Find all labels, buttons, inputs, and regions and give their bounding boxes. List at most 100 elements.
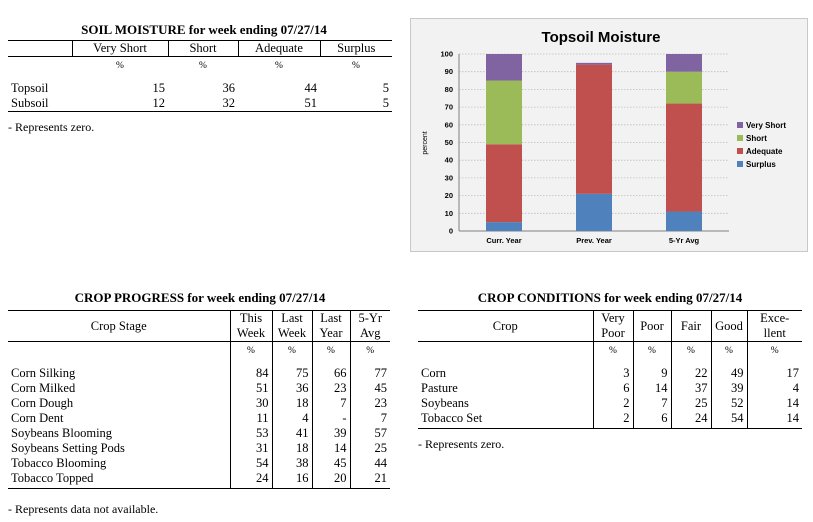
legend-label: Very Short bbox=[746, 121, 786, 130]
table-row: Pasture 6 14 37 39 4 bbox=[418, 381, 802, 396]
unit-label: % bbox=[230, 341, 273, 366]
cell-value: 4 bbox=[792, 381, 799, 395]
cell-value: 51 bbox=[304, 96, 318, 110]
cell-value: 32 bbox=[222, 96, 236, 110]
table-row: Topsoil 15 36 44 5 bbox=[8, 81, 392, 96]
progress-header: Last Year bbox=[312, 310, 351, 342]
cell-value: 45 bbox=[312, 456, 351, 471]
y-tick-label: 20 bbox=[445, 191, 453, 200]
cell-value: 57 bbox=[374, 426, 388, 440]
condition-header: Good bbox=[711, 310, 748, 342]
cell-value: 54 bbox=[711, 411, 748, 429]
cell-value: 49 bbox=[711, 366, 748, 381]
cell-value: 2 bbox=[593, 396, 634, 411]
cell-value: 14 bbox=[633, 381, 672, 396]
cell-value: 53 bbox=[230, 426, 273, 441]
cell-value: 18 bbox=[272, 441, 313, 456]
crop-conditions-table: Crop Very Poor Poor Fair Good Exce-llent … bbox=[418, 310, 802, 429]
y-tick-label: 100 bbox=[440, 50, 453, 59]
soil-note: - Represents zero. bbox=[8, 120, 95, 134]
table-row: Soybeans 2 7 25 52 14 bbox=[418, 396, 802, 411]
unit-label: % bbox=[711, 341, 748, 366]
row-label: Pasture bbox=[418, 381, 594, 396]
soil-header: Very Short bbox=[72, 40, 169, 57]
bar-segment-surplus bbox=[486, 222, 522, 231]
cell-value: 84 bbox=[230, 366, 273, 381]
chart-title: Topsoil Moisture bbox=[542, 29, 661, 46]
cell-value: - bbox=[312, 411, 351, 426]
soil-moisture-title: SOIL MOISTURE for week ending 07/27/14 bbox=[81, 22, 327, 37]
row-label: Tobacco Set bbox=[418, 411, 594, 429]
crop-stage-header: Crop Stage bbox=[8, 310, 231, 342]
y-axis-label: percent bbox=[422, 131, 429, 154]
soil-moisture-table: Very Short Short Adequate Surplus % % % … bbox=[8, 40, 392, 112]
legend-swatch bbox=[737, 122, 743, 128]
cell-value: 5 bbox=[382, 81, 389, 95]
legend-label: Adequate bbox=[746, 147, 783, 156]
table-row: Soybeans Blooming 53 41 39 57 bbox=[8, 426, 390, 441]
cell-value: 36 bbox=[222, 81, 236, 95]
cell-value: 20 bbox=[312, 471, 351, 489]
cell-value: 31 bbox=[230, 441, 273, 456]
legend-swatch bbox=[737, 161, 743, 167]
cell-value: 17 bbox=[786, 366, 800, 380]
progress-header: Last Week bbox=[272, 310, 313, 342]
cell-value: 23 bbox=[374, 396, 388, 410]
crop-progress-table: Crop Stage This Week Last Week Last Year 5-… bbox=[8, 310, 390, 489]
cell-value: 75 bbox=[272, 366, 313, 381]
table-row: Tobacco Set 2 6 24 54 14 bbox=[418, 411, 802, 429]
bar-segment-short bbox=[666, 71, 702, 104]
bar-segment-very-short bbox=[666, 54, 702, 72]
cell-value: 44 bbox=[304, 81, 318, 95]
table-row: Corn Silking 84 75 66 77 bbox=[8, 366, 390, 381]
y-tick-label: 90 bbox=[445, 67, 453, 76]
cell-value: 14 bbox=[786, 411, 800, 425]
cell-value: 9 bbox=[633, 366, 672, 381]
y-tick-label: 80 bbox=[445, 85, 453, 94]
cell-value: 18 bbox=[272, 396, 313, 411]
condition-header: Fair bbox=[671, 310, 712, 342]
bar-segment-surplus bbox=[666, 211, 702, 231]
unit-label: % bbox=[312, 341, 351, 366]
row-label: Corn Milked bbox=[8, 381, 231, 396]
cell-value: 2 bbox=[593, 411, 634, 429]
row-label: Tobacco Blooming bbox=[8, 456, 231, 471]
cell-value: 38 bbox=[272, 456, 313, 471]
chart-canvas: Topsoil Moisture percent 0 10 20 30 40 50 60 70… bbox=[422, 29, 786, 245]
y-tick-label: 10 bbox=[445, 209, 453, 218]
row-label: Soybeans bbox=[418, 396, 594, 411]
unit-label: % bbox=[272, 341, 313, 366]
unit-label: % bbox=[633, 341, 672, 366]
soil-header: Short bbox=[168, 40, 239, 57]
legend-swatch bbox=[737, 135, 743, 141]
unit-label: % bbox=[770, 346, 779, 356]
bar-segment-adequate bbox=[666, 103, 702, 212]
bar-segment-very-short bbox=[576, 62, 612, 65]
bar-segment-short bbox=[486, 80, 522, 145]
cell-value: 15 bbox=[152, 81, 166, 95]
cell-value: 11 bbox=[230, 411, 273, 426]
cell-value: 3 bbox=[593, 366, 634, 381]
cell-value: 23 bbox=[312, 381, 351, 396]
cell-value: 6 bbox=[593, 381, 634, 396]
condition-header: Exce-llent bbox=[747, 310, 802, 342]
cell-value: 7 bbox=[312, 396, 351, 411]
cell-value: 16 bbox=[272, 471, 313, 489]
cell-value: 41 bbox=[272, 426, 313, 441]
cell-value: 14 bbox=[786, 396, 800, 410]
legend-label: Short bbox=[746, 134, 767, 143]
unit-label: % bbox=[671, 341, 712, 366]
cell-value: 25 bbox=[671, 396, 712, 411]
bar-segment-adequate bbox=[576, 64, 612, 194]
cell-value: 14 bbox=[312, 441, 351, 456]
cell-value: 54 bbox=[230, 456, 273, 471]
soil-header: Adequate bbox=[238, 40, 321, 57]
cell-value: 12 bbox=[152, 96, 166, 110]
cell-value: 22 bbox=[671, 366, 712, 381]
row-label: Tobacco Topped bbox=[8, 471, 231, 489]
unit-label: % bbox=[116, 61, 124, 71]
y-tick-label: 0 bbox=[449, 227, 453, 236]
table-row: Tobacco Blooming 54 38 45 44 bbox=[8, 456, 390, 471]
topsoil-moisture-chart: Topsoil Moisture percent 0 10 20 30 40 50 60 70… bbox=[410, 18, 808, 252]
legend-swatch bbox=[737, 148, 743, 154]
